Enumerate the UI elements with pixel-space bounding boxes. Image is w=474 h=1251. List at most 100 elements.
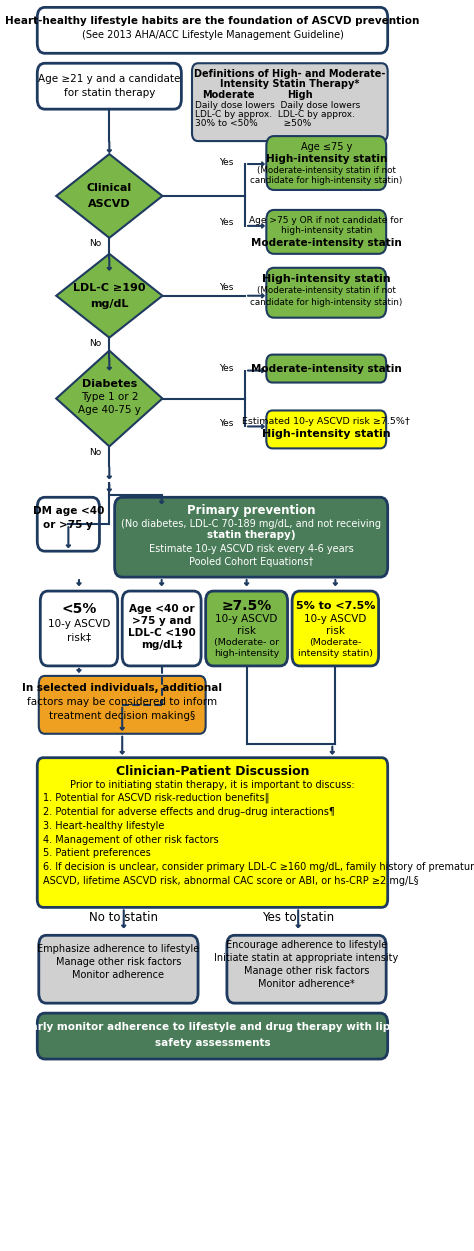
Text: mg/dL‡: mg/dL‡ (141, 641, 182, 651)
Text: High: High (288, 90, 313, 100)
Text: No: No (90, 239, 102, 249)
Text: or >75 y: or >75 y (44, 520, 93, 530)
Text: Age 40-75 y: Age 40-75 y (78, 405, 141, 415)
FancyBboxPatch shape (292, 590, 379, 666)
FancyBboxPatch shape (227, 936, 386, 1003)
Text: (Moderate-intensity statin if not: (Moderate-intensity statin if not (257, 165, 396, 174)
Text: Yes: Yes (219, 283, 233, 293)
Text: Heart-healthy lifestyle habits are the foundation of ASCVD prevention: Heart-healthy lifestyle habits are the f… (5, 16, 419, 26)
Text: LDL-C by approx.  LDL-C by approx.: LDL-C by approx. LDL-C by approx. (195, 110, 355, 119)
Text: ≥7.5%: ≥7.5% (221, 599, 272, 613)
Text: Age >75 y OR if not candidate for: Age >75 y OR if not candidate for (249, 216, 403, 225)
Text: intensity statin): intensity statin) (298, 649, 373, 658)
FancyBboxPatch shape (39, 936, 198, 1003)
FancyBboxPatch shape (115, 498, 388, 577)
Text: 4. Management of other risk factors: 4. Management of other risk factors (43, 834, 219, 844)
Text: High-intensity statin: High-intensity statin (265, 154, 387, 164)
FancyBboxPatch shape (266, 136, 386, 190)
Text: treatment decision making§: treatment decision making§ (49, 711, 195, 721)
Text: Daily dose lowers  Daily dose lowers: Daily dose lowers Daily dose lowers (195, 100, 360, 110)
FancyBboxPatch shape (192, 64, 388, 141)
Text: Yes: Yes (219, 364, 233, 373)
Text: Intensity Statin Therapy*: Intensity Statin Therapy* (220, 79, 359, 89)
FancyBboxPatch shape (266, 210, 386, 254)
Text: statin therapy): statin therapy) (207, 530, 295, 540)
Text: Estimated 10-y ASCVD risk ≥7.5%†: Estimated 10-y ASCVD risk ≥7.5%† (242, 417, 410, 425)
Text: for statin therapy: for statin therapy (64, 88, 155, 98)
Text: Monitor adherence*: Monitor adherence* (258, 980, 355, 990)
Text: High-intensity statin: High-intensity statin (262, 274, 391, 284)
FancyBboxPatch shape (37, 8, 388, 54)
FancyBboxPatch shape (37, 1013, 388, 1060)
Text: risk: risk (237, 626, 256, 636)
Text: Primary prevention: Primary prevention (187, 504, 315, 517)
Text: No to statin: No to statin (89, 911, 158, 923)
Text: Monitor adherence: Monitor adherence (73, 971, 164, 981)
Text: Prior to initiating statin therapy, it is important to discuss:: Prior to initiating statin therapy, it i… (70, 779, 355, 789)
Text: High-intensity statin: High-intensity statin (262, 429, 391, 439)
Text: Diabetes: Diabetes (82, 379, 137, 389)
FancyBboxPatch shape (37, 498, 100, 552)
Text: 5% to <7.5%: 5% to <7.5% (296, 600, 375, 610)
Text: Age ≤75 y: Age ≤75 y (301, 143, 352, 153)
FancyBboxPatch shape (206, 590, 288, 666)
Text: Age ≥21 y and a candidate: Age ≥21 y and a candidate (38, 74, 181, 84)
Text: In selected individuals, additional: In selected individuals, additional (22, 683, 222, 693)
Text: >75 y and: >75 y and (132, 615, 191, 626)
Text: 30% to <50%         ≥50%: 30% to <50% ≥50% (195, 119, 311, 128)
Text: No: No (90, 339, 102, 348)
Text: Pooled Cohort Equations†: Pooled Cohort Equations† (189, 557, 313, 567)
Polygon shape (56, 350, 163, 447)
Text: Initiate statin at appropriate intensity: Initiate statin at appropriate intensity (214, 953, 399, 963)
Polygon shape (56, 154, 163, 238)
Text: 10-y ASCVD: 10-y ASCVD (48, 619, 110, 629)
Text: 10-y ASCVD: 10-y ASCVD (304, 614, 366, 624)
Text: Age <40 or: Age <40 or (129, 604, 194, 614)
Text: 10-y ASCVD: 10-y ASCVD (215, 614, 278, 624)
Text: Manage other risk factors: Manage other risk factors (244, 966, 369, 976)
Text: LDL-C <190: LDL-C <190 (128, 628, 196, 638)
Text: Moderate-intensity statin: Moderate-intensity statin (251, 238, 401, 248)
Text: 3. Heart-healthy lifestyle: 3. Heart-healthy lifestyle (43, 821, 164, 831)
Text: Type 1 or 2: Type 1 or 2 (81, 392, 138, 402)
Polygon shape (56, 254, 163, 338)
FancyBboxPatch shape (40, 590, 118, 666)
Text: candidate for high-intensity statin): candidate for high-intensity statin) (250, 298, 402, 308)
Text: mg/dL: mg/dL (90, 299, 128, 309)
Text: 5. Patient preferences: 5. Patient preferences (43, 848, 151, 858)
Text: ASCVD, lifetime ASCVD risk, abnormal CAC score or ABI, or hs-CRP ≥2 mg/L§: ASCVD, lifetime ASCVD risk, abnormal CAC… (43, 877, 419, 887)
Text: (Moderate- or: (Moderate- or (214, 638, 279, 648)
Text: Moderate-intensity statin: Moderate-intensity statin (251, 364, 401, 374)
Text: (Moderate-: (Moderate- (309, 638, 362, 648)
FancyBboxPatch shape (37, 64, 182, 109)
Text: high-intensity statin: high-intensity statin (281, 226, 372, 235)
Text: risk: risk (326, 626, 345, 636)
Text: Encourage adherence to lifestyle: Encourage adherence to lifestyle (226, 941, 387, 951)
Text: (Moderate-intensity statin if not: (Moderate-intensity statin if not (257, 286, 396, 295)
Text: Yes: Yes (219, 219, 233, 228)
Text: Yes: Yes (219, 158, 233, 166)
Text: Manage other risk factors: Manage other risk factors (56, 957, 181, 967)
Text: Emphasize adherence to lifestyle: Emphasize adherence to lifestyle (37, 945, 200, 955)
Text: Clinical: Clinical (87, 183, 132, 193)
Text: (No diabetes, LDL-C 70-189 mg/dL, and not receiving: (No diabetes, LDL-C 70-189 mg/dL, and no… (121, 519, 381, 529)
Text: factors may be considered to inform: factors may be considered to inform (27, 697, 217, 707)
Text: Regularly monitor adherence to lifestyle and drug therapy with lipid and: Regularly monitor adherence to lifestyle… (0, 1022, 428, 1032)
Text: ASCVD: ASCVD (88, 199, 131, 209)
Text: Yes to statin: Yes to statin (262, 911, 334, 923)
FancyBboxPatch shape (37, 758, 388, 907)
Text: LDL-C ≥190: LDL-C ≥190 (73, 283, 146, 293)
Text: Moderate: Moderate (202, 90, 255, 100)
FancyBboxPatch shape (266, 268, 386, 318)
Text: Yes: Yes (219, 419, 233, 428)
Text: high-intensity: high-intensity (214, 649, 279, 658)
Text: Definitions of High- and Moderate-: Definitions of High- and Moderate- (194, 69, 385, 79)
Text: 1. Potential for ASCVD risk-reduction benefits‖: 1. Potential for ASCVD risk-reduction be… (43, 792, 270, 803)
Text: Clinician-Patient Discussion: Clinician-Patient Discussion (116, 766, 309, 778)
Text: (See 2013 AHA/ACC Lifestyle Management Guideline): (See 2013 AHA/ACC Lifestyle Management G… (82, 30, 343, 40)
Text: DM age <40: DM age <40 (33, 507, 104, 517)
Text: candidate for high-intensity statin): candidate for high-intensity statin) (250, 176, 402, 185)
Text: risk‡: risk‡ (67, 632, 91, 642)
Text: 2. Potential for adverse effects and drug–drug interactions¶: 2. Potential for adverse effects and dru… (43, 807, 335, 817)
FancyBboxPatch shape (39, 676, 206, 734)
